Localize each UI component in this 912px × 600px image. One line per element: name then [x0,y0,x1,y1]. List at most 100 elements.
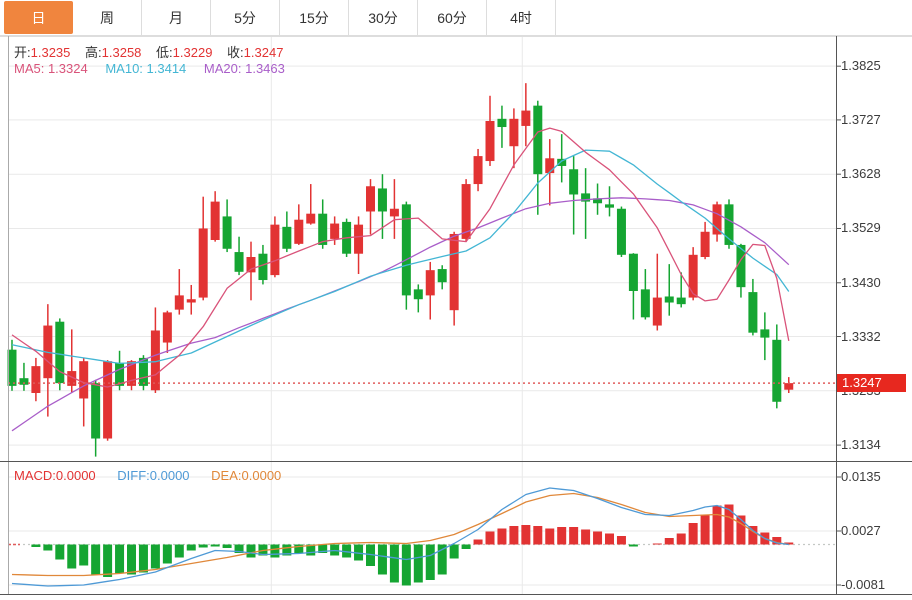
candle-body [103,361,113,439]
macd-bar [210,544,220,547]
macd-bar [342,544,352,558]
candle-body [736,244,746,288]
timeframe-tab-bar: 日周月 5分 15分 30分 60分 4时 [0,0,912,36]
candle-body [497,118,507,128]
tab-month[interactable]: 月 [142,0,211,35]
candle-body [366,186,375,212]
candle-body [784,383,794,390]
candle-body [772,339,782,402]
candle-body [174,295,184,310]
candle-body [437,269,447,283]
candle-body [19,378,29,385]
macd-bar [55,544,65,560]
candle-body [700,231,710,257]
candle-body [354,224,364,254]
macd-bar [581,529,591,545]
macd-bar [377,544,387,575]
macd-bar [748,526,758,545]
candle-body [473,156,483,185]
diff-line [11,487,789,587]
high-value: 1.3258 [101,45,142,60]
macd-bar [736,515,746,545]
low-label: 低: [156,45,173,60]
low-value: 1.3229 [172,45,213,60]
candle-body [31,366,41,393]
candle-body [222,216,232,249]
macd-bar [366,544,375,566]
candle-body [581,193,591,202]
macd-bar [401,544,411,586]
close-label: 收: [227,45,244,60]
macd-bar [533,526,543,545]
tab-5min[interactable]: 5分 [211,0,280,35]
dea-value-legend: DEA:0.0000 [211,468,282,483]
macd-bar [318,544,328,553]
candle-body [533,105,543,175]
macd-bar [115,544,125,574]
macd-bar [198,544,208,548]
macd-bar [306,544,316,556]
macd-axis-label: 0.0135 [841,469,881,484]
candle-body [234,252,244,272]
macd-bar [712,505,722,545]
macd-bar [509,526,519,545]
macd-bar [150,544,160,569]
macd-bar [569,527,579,545]
macd-bar [234,544,244,553]
macd-bar [784,542,794,545]
tab-60min[interactable]: 60分 [418,0,487,35]
macd-bar [389,544,399,583]
candle-body [485,121,495,162]
tab-week[interactable]: 周 [73,0,142,35]
candle-body [760,329,770,338]
macd-bar [688,523,698,545]
candle-body [306,213,316,224]
price-axis-label: 1.3529 [841,220,881,236]
candle-body [270,224,280,276]
tab-30min[interactable]: 30分 [349,0,418,35]
candle-body [138,357,148,386]
current-price-badge: 1.3247 [837,374,906,393]
macd-bar [413,544,423,583]
tab-4hour[interactable]: 4时 [487,0,556,35]
price-axis-label: 1.3332 [841,328,881,344]
macd-bar [79,544,89,566]
macd-bar [186,544,196,551]
macd-bar [222,544,232,548]
candle-body [258,253,268,281]
candle-body [210,201,220,240]
macd-bar [521,525,531,545]
candle-body [282,226,292,249]
close-value: 1.3247 [243,45,284,60]
candle-body [7,349,17,386]
ma5-line [11,127,790,388]
candle-body [557,158,567,166]
candle-body [569,169,579,195]
candle-body [676,297,686,305]
macd-bar [497,528,507,545]
open-value: 1.3235 [30,45,71,60]
candle-body [186,299,196,303]
macd-bar [354,544,364,561]
macd-bar [545,528,555,545]
candle-body [67,371,77,386]
candle-body [652,297,662,326]
macd-bar [127,544,136,575]
candle-body [688,254,698,298]
candle-body [628,253,638,291]
candle-body [330,223,340,239]
price-axis-label: 1.3825 [841,58,881,74]
candle-body [55,321,65,384]
macd-axis-label: 0.0027 [841,523,881,538]
candle-body [521,110,531,126]
candle-body [377,188,387,212]
macd-bar [724,504,734,545]
candle-body [605,204,614,208]
tab-day[interactable]: 日 [4,1,73,34]
macd-bar [473,539,483,545]
macd-bar [628,544,638,547]
high-label: 高: [85,45,102,60]
tab-15min[interactable]: 15分 [280,0,349,35]
macd-bar [174,544,184,558]
